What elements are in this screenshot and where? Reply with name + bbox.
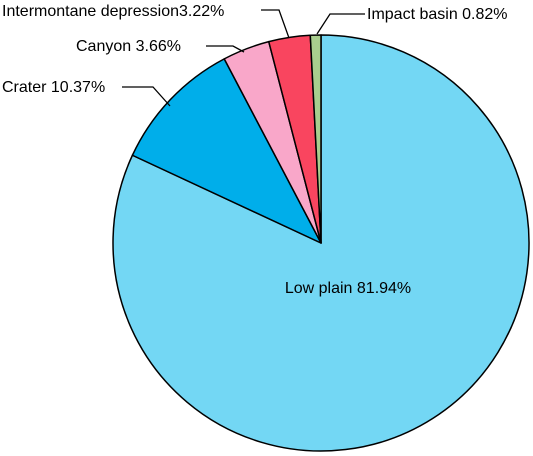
- leader-line-crater: [122, 86, 171, 107]
- leader-lines-group: [122, 9, 365, 107]
- leader-line-impact-basin: [316, 13, 365, 35]
- pie-slice-impact-basin: [309, 34, 322, 244]
- slice-label-canyon: Canyon 3.66%: [76, 38, 181, 55]
- slice-label-intermontane-depression: Intermontane depression3.22%: [2, 3, 224, 20]
- slice-label-crater: Crater 10.37%: [2, 79, 105, 96]
- pie-slice-crater: [131, 58, 322, 244]
- slices-group: [112, 34, 530, 452]
- labels-group: Low plain 81.94% Crater 10.37% Canyon 3.…: [2, 3, 508, 297]
- slice-label-low-plain: Low plain 81.94%: [285, 280, 411, 297]
- leader-line-canyon: [206, 45, 245, 53]
- leader-line-intermontane-depression: [261, 9, 290, 39]
- slice-label-impact-basin: Impact basin 0.82%: [367, 6, 508, 23]
